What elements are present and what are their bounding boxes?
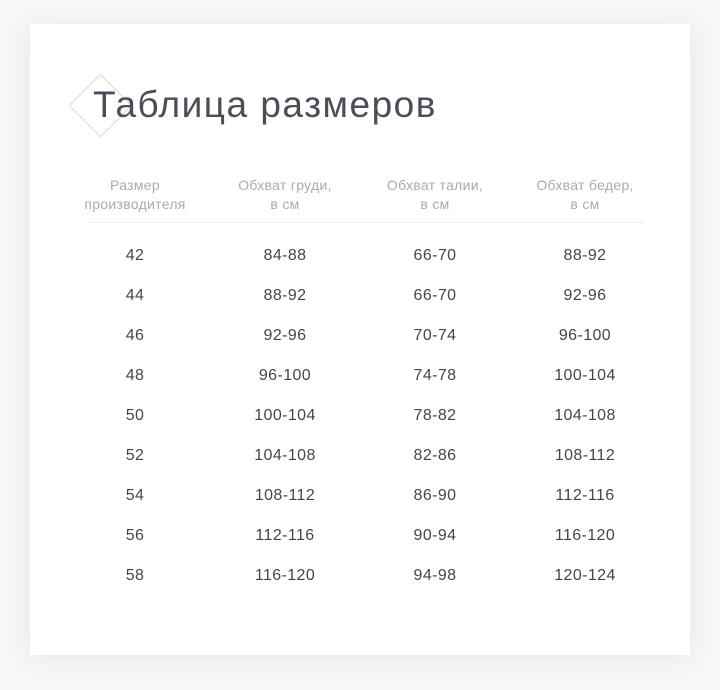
- cell-size: 52: [125, 447, 145, 464]
- cell-size: 42: [125, 247, 145, 264]
- cell-size: 56: [125, 527, 145, 544]
- cell-waist: 66-70: [413, 287, 457, 304]
- column-header-size-line1: Размер: [110, 177, 160, 193]
- cell-waist: 66-70: [413, 247, 457, 264]
- column-header-hips: Обхват бедер, в см: [510, 176, 660, 214]
- column-header-chest-line1: Обхват груди,: [238, 177, 332, 193]
- column-header-waist: Обхват талии, в см: [360, 176, 510, 214]
- cell-chest: 104-108: [254, 447, 316, 464]
- cell-size: 58: [125, 567, 145, 584]
- cell-size: 48: [125, 367, 145, 384]
- table-row: 42 84-88 66-70 88-92: [60, 236, 660, 276]
- table-row: 44 88-92 66-70 92-96: [60, 276, 660, 316]
- cell-chest: 92-96: [263, 327, 307, 344]
- cell-chest: 84-88: [263, 247, 307, 264]
- table-body: 42 84-88 66-70 88-92 44 88-92 66-70 92-9…: [60, 236, 660, 596]
- cell-chest: 88-92: [263, 287, 307, 304]
- cell-size: 50: [125, 407, 145, 424]
- cell-chest: 116-120: [254, 567, 316, 584]
- size-chart-card: Таблица размеров Размер производителя Об…: [30, 24, 690, 655]
- cell-chest: 112-116: [255, 527, 315, 544]
- column-header-size-line2: производителя: [84, 196, 186, 212]
- column-header-waist-line1: Обхват талии,: [386, 177, 484, 193]
- cell-waist: 74-78: [413, 367, 457, 384]
- cell-hips: 116-120: [554, 527, 616, 544]
- column-header-size: Размер производителя: [60, 176, 210, 214]
- cell-waist: 78-82: [413, 407, 457, 424]
- cell-hips: 120-124: [554, 567, 616, 584]
- table-row: 50 100-104 78-82 104-108: [60, 396, 660, 436]
- cell-size: 54: [125, 487, 145, 504]
- cell-waist: 94-98: [413, 567, 457, 584]
- cell-hips: 88-92: [563, 247, 607, 264]
- table-row: 54 108-112 86-90 112-116: [60, 476, 660, 516]
- table-header-row: Размер производителя Обхват груди, в см …: [60, 176, 660, 214]
- column-header-waist-line2: в см: [420, 196, 450, 212]
- table-row: 56 112-116 90-94 116-120: [60, 516, 660, 556]
- table-row: 46 92-96 70-74 96-100: [60, 316, 660, 356]
- page-title: Таблица размеров: [93, 84, 437, 125]
- cell-waist: 90-94: [413, 527, 457, 544]
- cell-chest: 100-104: [254, 407, 316, 424]
- cell-waist: 70-74: [413, 327, 457, 344]
- cell-hips: 112-116: [555, 487, 615, 504]
- table-row: 58 116-120 94-98 120-124: [60, 556, 660, 596]
- table-row: 52 104-108 82-86 108-112: [60, 436, 660, 476]
- cell-chest: 96-100: [258, 367, 312, 384]
- cell-waist: 86-90: [413, 487, 457, 504]
- header-divider: [88, 222, 644, 223]
- cell-size: 44: [125, 287, 145, 304]
- column-header-chest: Обхват груди, в см: [210, 176, 360, 214]
- column-header-hips-line1: Обхват бедер,: [536, 177, 634, 193]
- cell-chest: 108-112: [254, 487, 316, 504]
- column-header-chest-line2: в см: [270, 196, 300, 212]
- cell-waist: 82-86: [413, 447, 457, 464]
- cell-size: 46: [125, 327, 145, 344]
- cell-hips: 96-100: [558, 327, 612, 344]
- cell-hips: 108-112: [554, 447, 616, 464]
- cell-hips: 104-108: [554, 407, 616, 424]
- table-row: 48 96-100 74-78 100-104: [60, 356, 660, 396]
- column-header-hips-line2: в см: [570, 196, 600, 212]
- cell-hips: 92-96: [563, 287, 607, 304]
- cell-hips: 100-104: [554, 367, 616, 384]
